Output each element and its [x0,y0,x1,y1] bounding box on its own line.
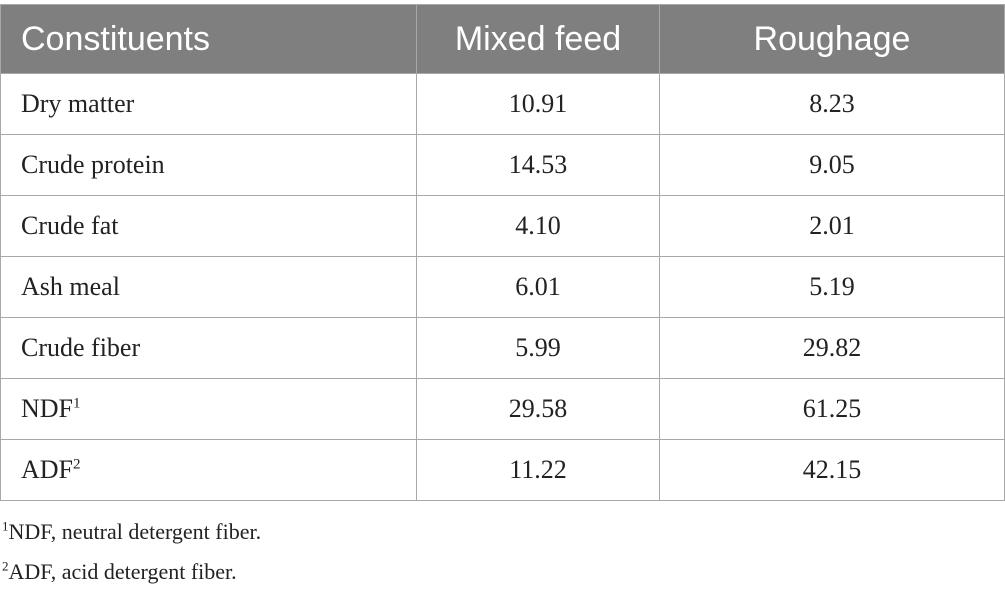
footnote-text: ADF, acid detergent fiber. [8,559,237,584]
footnotes: 1NDF, neutral detergent fiber. 2ADF, aci… [2,512,261,592]
roughage-cell: 42.15 [659,439,1005,501]
constituent-name: ADF [21,455,74,484]
column-header-roughage: Roughage [659,4,1005,74]
column-header-constituents: Constituents [0,4,417,74]
constituent-name: Crude protein [21,150,165,179]
mixed-feed-cell: 10.91 [416,73,660,135]
roughage-cell: 5.19 [659,256,1005,318]
constituent-name: Crude fat [21,211,119,240]
constituent-name: Ash meal [21,272,120,301]
mixed-feed-cell: 29.58 [416,378,660,440]
footnote-text: NDF, neutral detergent fiber. [8,519,262,544]
table-row: Crude fat 4.10 2.01 [0,195,1005,257]
column-header-mixed-feed: Mixed feed [416,4,660,74]
roughage-cell: 61.25 [659,378,1005,440]
footnote-marker: 1 [73,395,81,412]
constituent-cell: Crude fat [0,195,417,257]
footnote-number: 1 [2,518,9,534]
mixed-feed-cell: 4.10 [416,195,660,257]
footnote-adf: 2ADF, acid detergent fiber. [2,552,261,592]
composition-table: Constituents Mixed feed Roughage Dry mat… [0,4,1005,501]
table-row: ADF2 11.22 42.15 [0,439,1005,501]
constituent-cell: ADF2 [0,439,417,501]
footnote-number: 2 [2,558,9,574]
roughage-cell: 29.82 [659,317,1005,379]
constituent-cell: Crude protein [0,134,417,196]
constituent-cell: Dry matter [0,73,417,135]
constituent-name: Dry matter [21,89,135,118]
mixed-feed-cell: 5.99 [416,317,660,379]
table-row: Crude fiber 5.99 29.82 [0,317,1005,379]
roughage-cell: 9.05 [659,134,1005,196]
table-header-row: Constituents Mixed feed Roughage [0,4,1005,74]
table-row: Ash meal 6.01 5.19 [0,256,1005,318]
constituent-name: Crude fiber [21,333,141,362]
footnote-ndf: 1NDF, neutral detergent fiber. [2,512,261,552]
table-row: Dry matter 10.91 8.23 [0,73,1005,135]
constituent-name: NDF [21,394,74,423]
constituent-cell: NDF1 [0,378,417,440]
roughage-cell: 8.23 [659,73,1005,135]
constituent-cell: Crude fiber [0,317,417,379]
mixed-feed-cell: 11.22 [416,439,660,501]
constituent-cell: Ash meal [0,256,417,318]
mixed-feed-cell: 14.53 [416,134,660,196]
roughage-cell: 2.01 [659,195,1005,257]
table-row: Crude protein 14.53 9.05 [0,134,1005,196]
mixed-feed-cell: 6.01 [416,256,660,318]
footnote-marker: 2 [73,456,81,473]
table-row: NDF1 29.58 61.25 [0,378,1005,440]
